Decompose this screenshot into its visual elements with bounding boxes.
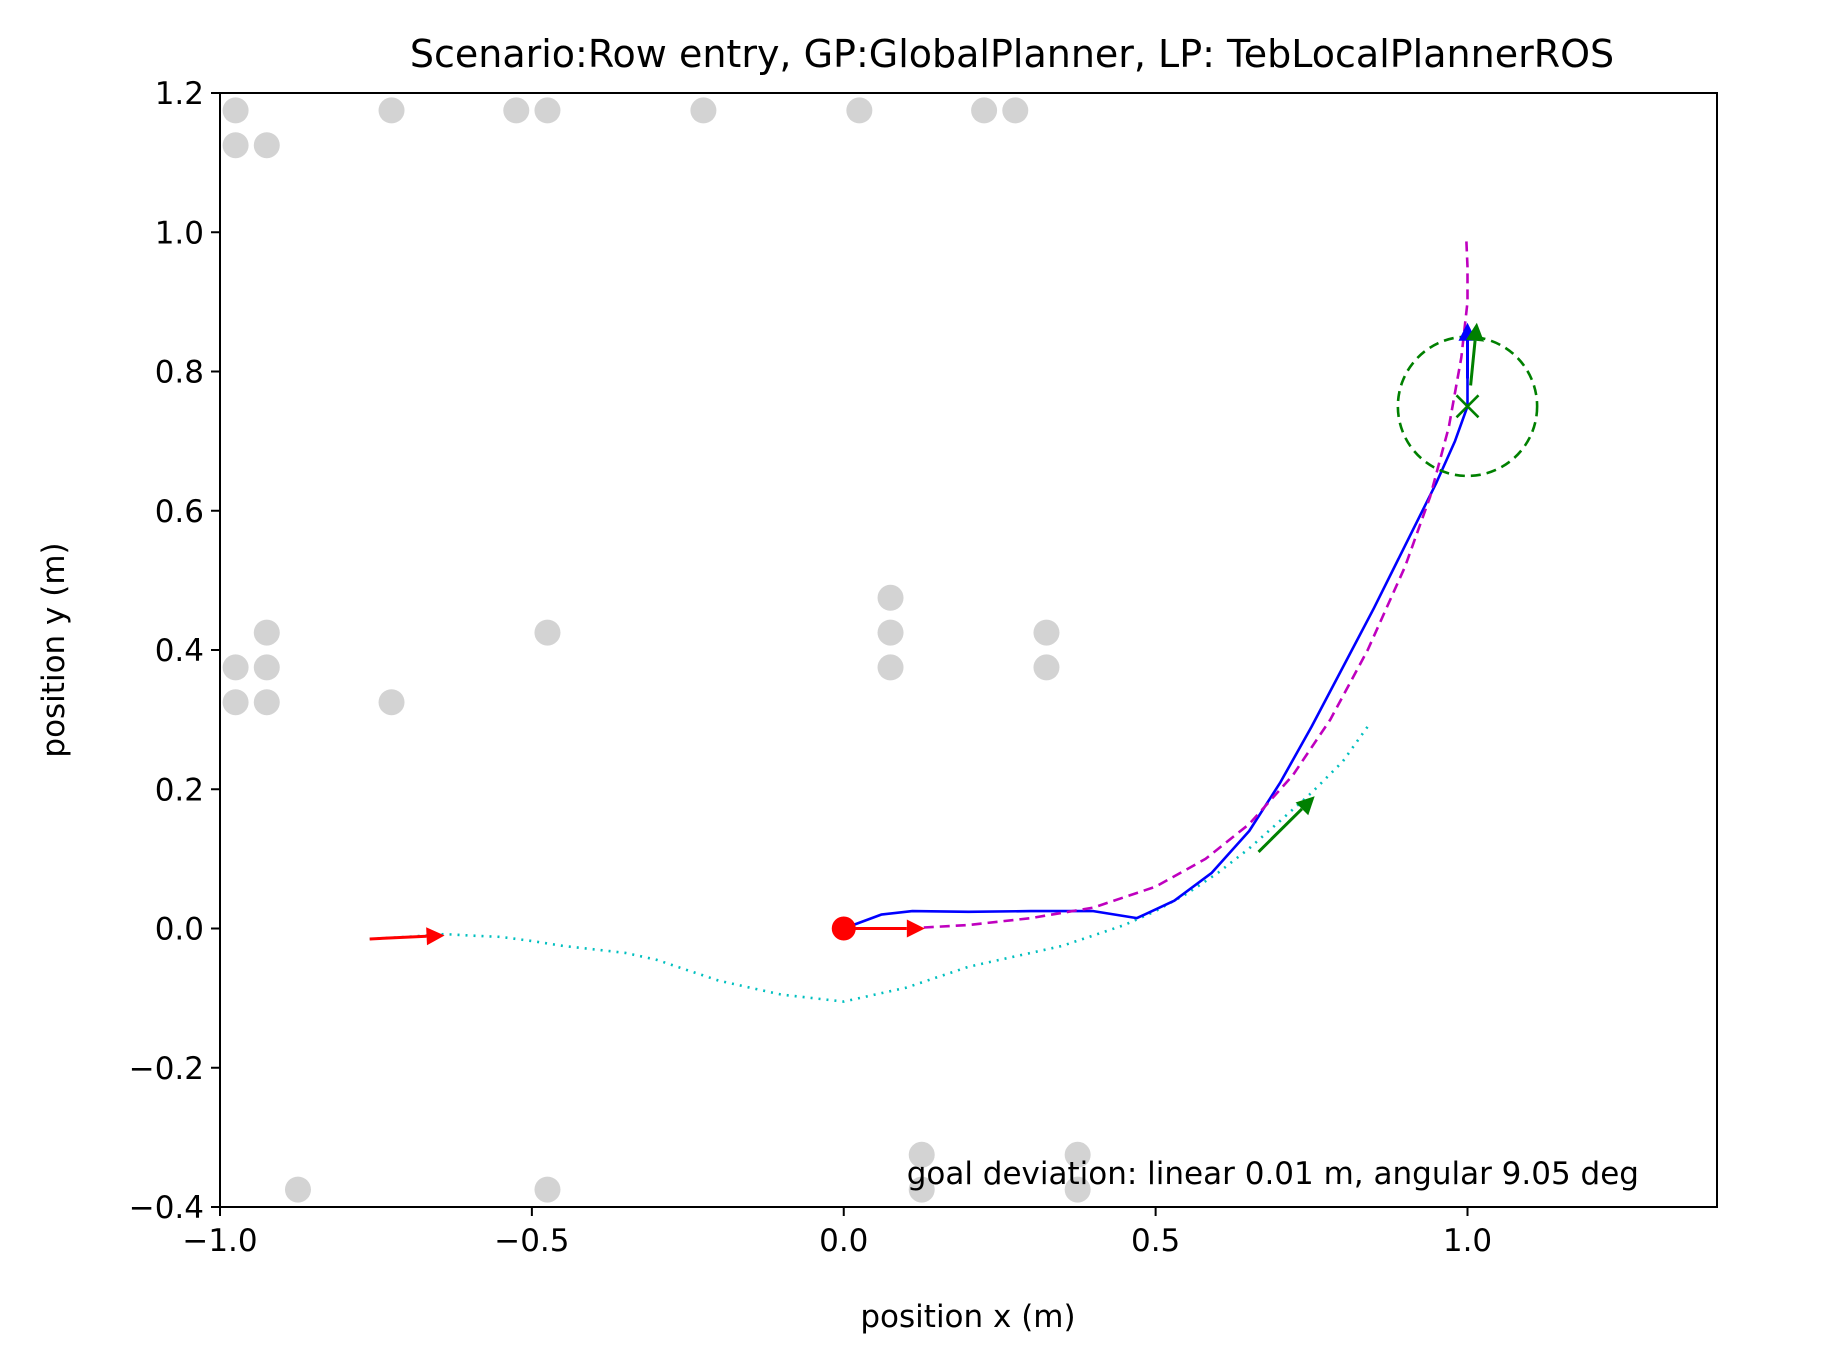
obstacle-point-9 bbox=[1002, 97, 1029, 124]
y-tick-label: 0.8 bbox=[155, 355, 204, 391]
obstacle-point-20 bbox=[1033, 619, 1060, 646]
series-layer bbox=[369, 239, 1469, 1003]
obstacle-point-2 bbox=[253, 132, 280, 159]
obstacle-point-1 bbox=[222, 132, 249, 159]
obstacle-point-11 bbox=[222, 654, 249, 681]
obstacle-point-26 bbox=[284, 1176, 311, 1203]
heading-arrow-1 bbox=[843, 919, 925, 938]
heading-arrow-2 bbox=[1257, 796, 1315, 853]
y-tick-label: 1.0 bbox=[155, 215, 204, 251]
y-tick-label: 0.2 bbox=[155, 772, 204, 808]
obstacle-point-7 bbox=[846, 97, 873, 124]
chart-title: Scenario:Row entry, GP:GlobalPlanner, LP… bbox=[410, 32, 1614, 76]
obstacle-point-17 bbox=[877, 584, 904, 611]
obstacle-point-24 bbox=[1064, 1141, 1091, 1168]
obstacle-point-13 bbox=[222, 689, 249, 716]
obstacle-layer bbox=[222, 97, 1091, 1203]
obstacle-point-6 bbox=[690, 97, 717, 124]
trajectory-series-2 bbox=[843, 239, 1469, 930]
obstacle-point-0 bbox=[222, 97, 249, 124]
obstacle-point-3 bbox=[378, 97, 405, 124]
obstacle-point-14 bbox=[253, 689, 280, 716]
x-tick-label: −1.0 bbox=[182, 1223, 257, 1259]
obstacle-point-22 bbox=[908, 1141, 935, 1168]
obstacle-point-12 bbox=[253, 654, 280, 681]
obstacle-point-21 bbox=[1033, 654, 1060, 681]
obstacle-point-23 bbox=[908, 1176, 935, 1203]
obstacle-point-5 bbox=[534, 97, 561, 124]
y-tick-label: −0.2 bbox=[129, 1051, 204, 1087]
obstacle-point-15 bbox=[378, 689, 405, 716]
trajectory-series-1 bbox=[843, 329, 1469, 930]
heading-arrow-0 bbox=[369, 927, 445, 946]
obstacle-point-25 bbox=[1064, 1176, 1091, 1203]
y-tick-label: 0.6 bbox=[155, 494, 204, 530]
obstacle-point-4 bbox=[503, 97, 530, 124]
x-tick-label: 0.0 bbox=[819, 1223, 868, 1259]
obstacle-point-18 bbox=[877, 619, 904, 646]
y-tick-label: 0.4 bbox=[155, 633, 204, 669]
y-tick-label: 0.0 bbox=[155, 912, 204, 948]
goal-layer bbox=[831, 335, 1539, 941]
goal-deviation-annotation: goal deviation: linear 0.01 m, angular 9… bbox=[907, 1156, 1639, 1192]
x-tick-label: 1.0 bbox=[1443, 1223, 1492, 1259]
y-axis-label: position y (m) bbox=[36, 542, 72, 757]
x-axis-label: position x (m) bbox=[860, 1299, 1075, 1335]
x-tick-label: 0.5 bbox=[1131, 1223, 1180, 1259]
x-axis-ticks: −1.0 −0.5 0.0 0.5 1.0 bbox=[182, 1207, 1492, 1259]
trajectory-series-0 bbox=[369, 725, 1369, 1003]
obstacle-point-10 bbox=[253, 619, 280, 646]
goal-marker-x bbox=[1455, 394, 1480, 419]
y-axis-ticks: −0.4 −0.2 0.0 0.2 0.4 0.6 0.8 1.0 1.2 bbox=[129, 76, 220, 1226]
obstacle-point-8 bbox=[971, 97, 998, 124]
heading-arrow-4 bbox=[1466, 322, 1485, 386]
obstacle-point-19 bbox=[877, 654, 904, 681]
obstacle-point-16 bbox=[534, 619, 561, 646]
x-tick-label: −0.5 bbox=[494, 1223, 569, 1259]
obstacle-point-27 bbox=[534, 1176, 561, 1203]
plot-frame bbox=[219, 92, 1718, 1208]
y-tick-label: 1.2 bbox=[155, 76, 204, 112]
y-tick-label: −0.4 bbox=[129, 1190, 204, 1226]
arrow-layer bbox=[369, 322, 1485, 946]
